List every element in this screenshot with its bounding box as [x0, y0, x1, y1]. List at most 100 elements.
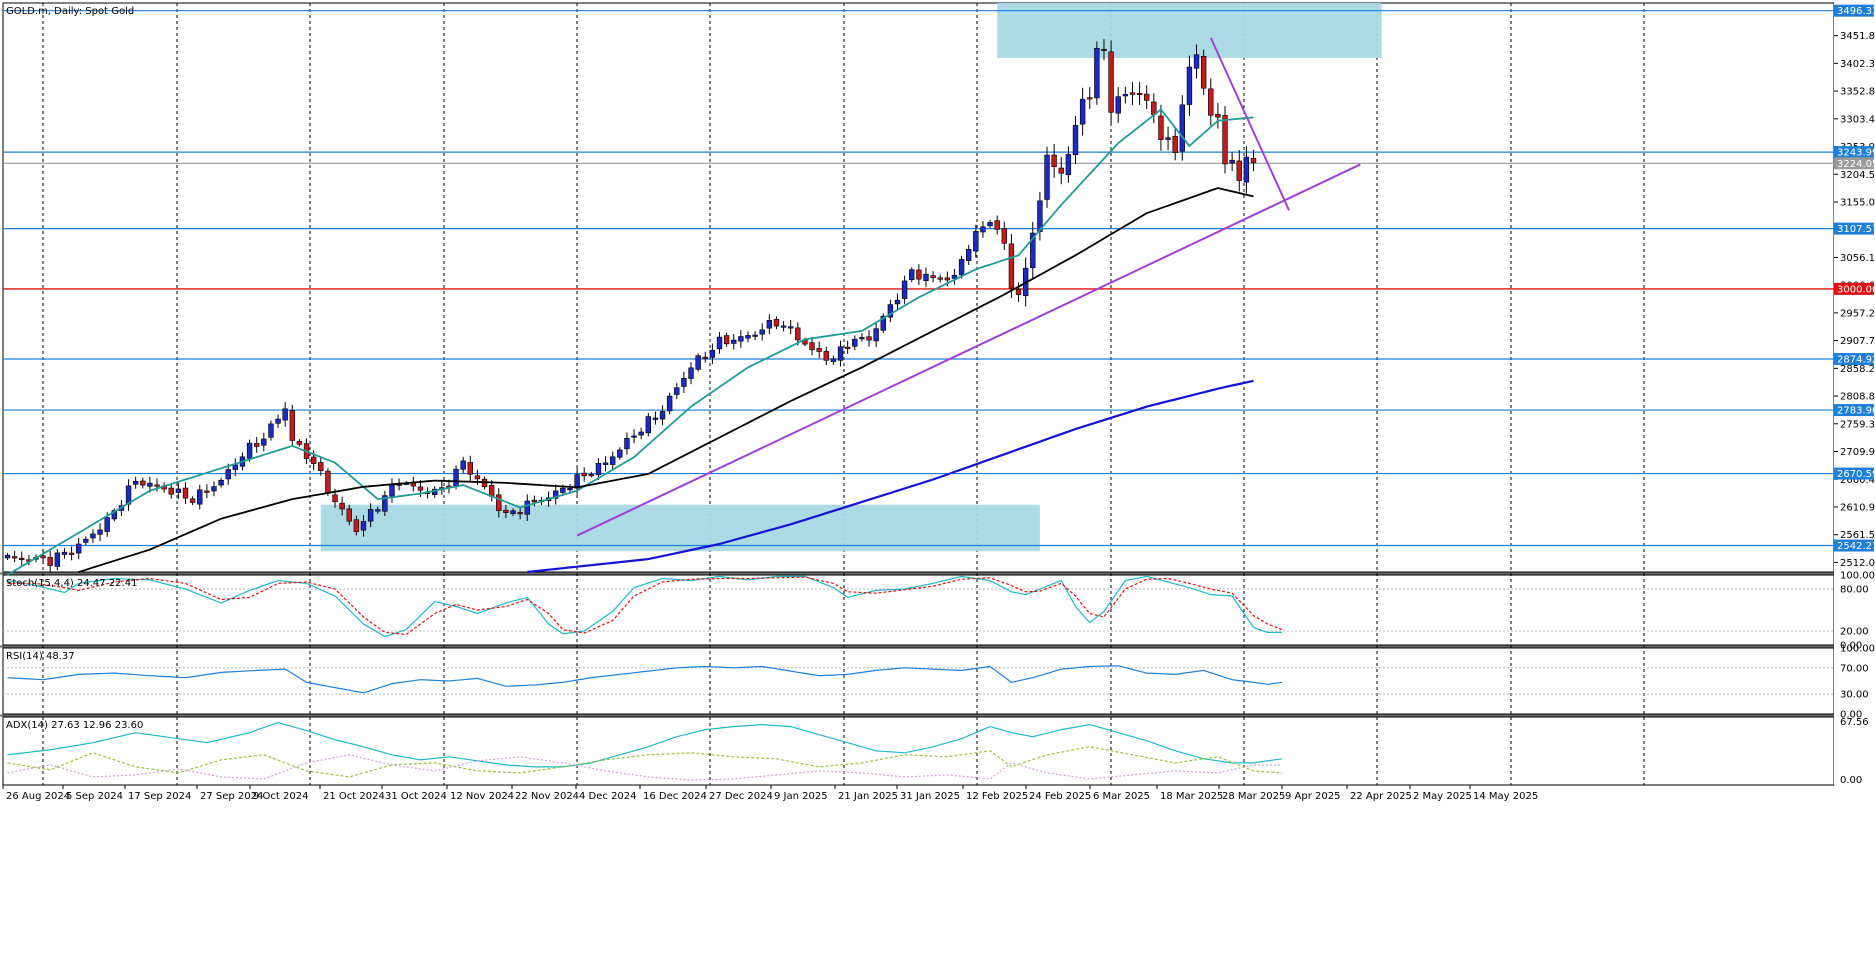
- bull-candle-body: [1122, 94, 1129, 97]
- stoch-axis-label: 0.00: [1840, 641, 1862, 652]
- adx-panel: [2, 716, 1835, 786]
- bull-candle-body: [232, 464, 239, 470]
- bear-candle-body: [937, 277, 943, 280]
- candle: [830, 355, 837, 365]
- bear-candle-body: [1001, 228, 1008, 244]
- bull-candle-body: [631, 435, 637, 438]
- candle: [125, 479, 132, 511]
- candle: [866, 330, 872, 347]
- bear-candle-body: [916, 269, 922, 280]
- candle: [4, 553, 11, 561]
- date-tick-label: 28 Mar 2025: [1222, 791, 1285, 802]
- candle: [211, 481, 217, 497]
- bull-candle-body: [560, 487, 566, 493]
- stoch-title: Stoch(15,4,4) 24.47 22.41: [6, 578, 137, 589]
- candle: [1030, 221, 1036, 280]
- candle: [1087, 87, 1093, 109]
- candle: [809, 337, 815, 356]
- candle: [1179, 95, 1186, 161]
- date-tick-label: 9 Oct 2024: [253, 791, 308, 802]
- date-tick-label: 17 Sep 2024: [128, 791, 191, 802]
- bear-candle-body: [503, 509, 509, 513]
- date-tick-label: 21 Jan 2025: [838, 791, 898, 802]
- candle: [204, 484, 210, 499]
- bear-candle-body: [1236, 160, 1242, 181]
- date-tick-label: 21 Oct 2024: [323, 791, 385, 802]
- bull-candle-body: [780, 325, 787, 328]
- candle: [852, 335, 858, 351]
- bull-candle-body: [1193, 54, 1200, 69]
- candle: [1193, 44, 1200, 79]
- candle: [232, 458, 239, 477]
- bull-candle-body: [738, 336, 744, 342]
- candle: [360, 514, 367, 537]
- chart-title: GOLD.m, Daily: Spot Gold: [6, 6, 134, 17]
- candle: [460, 456, 466, 474]
- candle: [111, 508, 118, 522]
- date-tick-label: 4 Dec 2024: [579, 791, 637, 802]
- bull-candle-body: [282, 408, 288, 421]
- candle: [1151, 93, 1157, 124]
- candle: [175, 482, 182, 500]
- bear-candle-body: [994, 220, 1000, 230]
- candle: [1229, 152, 1235, 171]
- candle: [666, 392, 673, 415]
- candle: [389, 478, 395, 503]
- candle: [1136, 82, 1143, 105]
- candle: [1115, 87, 1121, 123]
- candle: [367, 503, 374, 528]
- candle: [859, 333, 865, 342]
- date-tick-label: 26 Aug 2024: [6, 791, 70, 802]
- level-price-tag-label: 2783.90: [1837, 406, 1875, 417]
- bull-candle-body: [731, 339, 737, 344]
- candle: [339, 496, 345, 516]
- bear-candle-body: [1015, 289, 1022, 295]
- candle: [1037, 191, 1043, 241]
- candle: [709, 343, 716, 365]
- bear-candle-body: [318, 462, 324, 472]
- price-tick-label: 3155.05: [1840, 197, 1875, 208]
- bull-candle-body: [901, 280, 908, 299]
- candle: [816, 341, 822, 359]
- candle: [218, 477, 224, 488]
- bear-candle-body: [531, 499, 538, 503]
- bull-candle-body: [147, 482, 153, 487]
- level-price-tag: [1834, 467, 1874, 480]
- candle: [1208, 78, 1214, 126]
- candle: [1001, 221, 1008, 250]
- level-price-tag: [1834, 404, 1874, 417]
- candle: [1222, 106, 1228, 174]
- candle: [496, 488, 502, 518]
- level-price-tag-label: 3000.00: [1837, 284, 1875, 295]
- rsi-panel: [2, 647, 1835, 715]
- bear-candle-body: [702, 356, 708, 359]
- bull-candle-body: [553, 490, 559, 499]
- bull-candle-body: [759, 329, 765, 335]
- bull-candle-body: [211, 486, 217, 492]
- bull-candle-body: [389, 484, 395, 497]
- date-tick-label: 14 May 2025: [1473, 791, 1538, 802]
- candle: [595, 458, 602, 480]
- candle: [97, 523, 103, 542]
- bear-candle-body: [140, 480, 146, 486]
- bear-candle-body: [310, 456, 317, 464]
- candle: [688, 362, 694, 385]
- candle: [951, 269, 958, 285]
- bull-candle-body: [894, 299, 901, 305]
- bear-candle-body: [168, 487, 174, 495]
- price-tick-label: 2660.45: [1840, 475, 1875, 486]
- bear-candle-body: [204, 490, 210, 493]
- candle: [609, 451, 616, 470]
- bull-candle-body: [880, 315, 886, 331]
- bull-candle-body: [602, 462, 609, 465]
- price-tick-label: 3303.43: [1840, 114, 1875, 125]
- bull-candle-body: [83, 538, 89, 543]
- bull-candle-body: [1243, 156, 1250, 183]
- level-price-tag-label: 2542.21: [1837, 541, 1875, 552]
- level-price-tag: [1834, 4, 1874, 17]
- date-tick-label: 12 Feb 2025: [966, 791, 1028, 802]
- bear-candle-body: [11, 556, 18, 559]
- candle: [1236, 150, 1242, 192]
- candle: [197, 484, 203, 510]
